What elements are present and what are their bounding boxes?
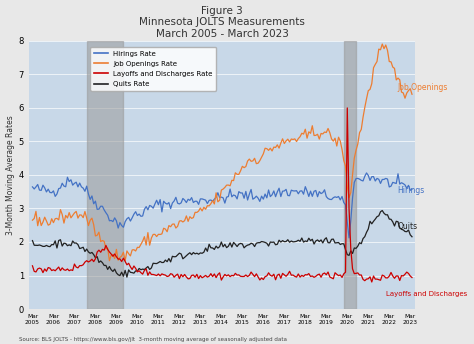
Text: Job Openings: Job Openings — [397, 83, 447, 92]
Text: Hirings: Hirings — [397, 185, 425, 195]
Title: Figure 3
Minnesota JOLTS Measurements
March 2005 - March 2023: Figure 3 Minnesota JOLTS Measurements Ma… — [139, 6, 305, 39]
Bar — [344, 41, 356, 309]
Bar — [87, 41, 123, 309]
Text: Layoffs and Discharges: Layoffs and Discharges — [386, 291, 467, 297]
Legend: Hirings Rate, Job Openings Rate, Layoffs and Discharges Rate, Quits Rate: Hirings Rate, Job Openings Rate, Layoffs… — [91, 47, 216, 90]
Text: Quits: Quits — [397, 223, 418, 232]
Y-axis label: 3-Month Moving Average Rates: 3-Month Moving Average Rates — [6, 115, 15, 235]
Text: Source: BLS JOLTS - https://www.bls.gov/jlt  3-month moving average of seasonall: Source: BLS JOLTS - https://www.bls.gov/… — [19, 337, 287, 342]
